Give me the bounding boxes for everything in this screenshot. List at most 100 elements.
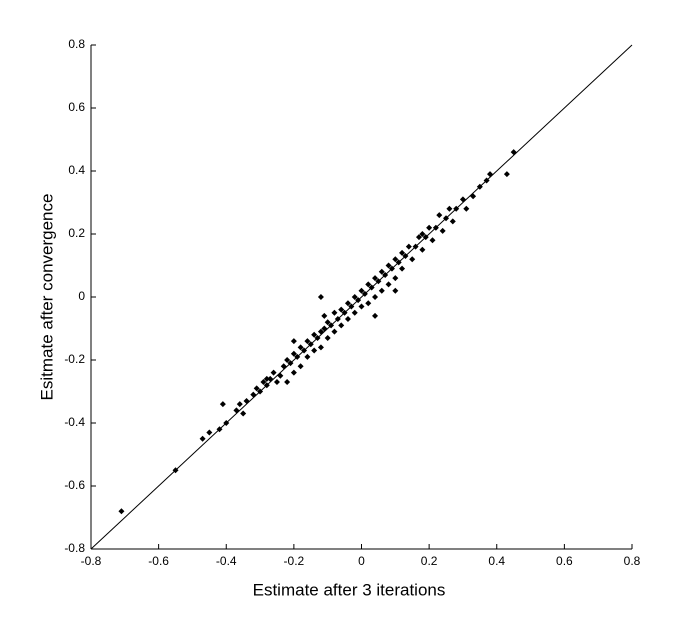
point	[324, 334, 331, 341]
point	[284, 357, 291, 363]
point	[422, 234, 429, 241]
point	[372, 275, 379, 282]
x-tick-label: -0.4	[216, 554, 237, 568]
point	[378, 268, 385, 275]
point	[118, 508, 125, 515]
point	[311, 347, 318, 354]
y-tick-label: -0.6	[64, 478, 85, 492]
point	[290, 350, 297, 357]
point	[334, 316, 341, 323]
point	[338, 322, 345, 329]
point	[344, 316, 351, 323]
point	[378, 287, 385, 294]
point	[290, 369, 297, 376]
point	[277, 372, 284, 379]
point	[365, 300, 372, 307]
point	[443, 215, 450, 222]
point	[503, 171, 510, 178]
point	[483, 177, 490, 184]
point	[324, 319, 331, 326]
x-tick-label: -0.2	[284, 554, 305, 568]
point	[399, 265, 406, 272]
point	[294, 353, 301, 360]
point	[358, 303, 365, 310]
point	[358, 287, 365, 294]
point	[361, 290, 368, 297]
point	[365, 281, 372, 288]
point	[257, 388, 264, 395]
point	[412, 243, 419, 250]
point	[402, 253, 409, 260]
point	[304, 338, 311, 345]
point	[331, 309, 338, 316]
point	[206, 429, 213, 436]
point	[382, 271, 389, 278]
point	[392, 256, 399, 263]
point	[436, 212, 443, 219]
x-tick-label: 0.6	[556, 554, 573, 568]
point	[453, 205, 460, 212]
point	[172, 467, 179, 474]
point	[385, 281, 392, 288]
y-tick-label: -0.2	[64, 352, 85, 366]
point	[341, 309, 348, 316]
point	[429, 237, 436, 244]
point	[321, 312, 328, 319]
reference-line	[90, 44, 633, 550]
point	[510, 149, 517, 156]
point	[273, 379, 280, 386]
point	[470, 193, 477, 200]
point	[392, 287, 399, 294]
x-tick-label: 0.4	[488, 554, 505, 568]
y-tick-label: -0.8	[64, 541, 85, 555]
point	[419, 246, 426, 253]
y-tick-label: 0	[78, 289, 85, 303]
point	[250, 391, 257, 398]
point	[486, 171, 493, 178]
point	[419, 231, 426, 237]
y-tick-label: -0.4	[64, 415, 85, 429]
point	[399, 249, 406, 256]
x-tick-label: -0.8	[81, 554, 102, 568]
point	[253, 385, 260, 392]
point	[233, 407, 240, 414]
y-tick-label: 0.6	[68, 100, 85, 114]
point	[280, 363, 287, 370]
point	[236, 401, 243, 408]
y-tick-label: 0.2	[68, 226, 85, 240]
point	[372, 294, 379, 300]
point	[199, 435, 206, 442]
point	[392, 275, 399, 282]
point	[297, 344, 304, 351]
point	[432, 224, 439, 231]
x-tick-label: -0.6	[148, 554, 169, 568]
point	[476, 183, 483, 190]
point	[415, 234, 422, 241]
point	[219, 401, 226, 408]
point	[405, 243, 412, 250]
point	[351, 309, 358, 316]
point	[263, 382, 270, 389]
point	[439, 227, 446, 234]
point	[351, 294, 358, 300]
y-tick-label: 0.4	[68, 163, 85, 177]
y-axis-title: Esitmate after convergence	[37, 194, 56, 401]
point	[355, 297, 362, 304]
point	[395, 259, 402, 266]
y-tick-label: 0.8	[68, 37, 85, 51]
x-tick-label: 0	[358, 554, 365, 568]
point	[321, 325, 328, 332]
point	[426, 224, 433, 231]
point	[375, 278, 382, 285]
point	[348, 303, 355, 310]
point	[260, 379, 267, 386]
point	[270, 369, 277, 376]
point	[385, 262, 392, 269]
point	[307, 341, 314, 348]
point	[317, 344, 324, 351]
point	[409, 256, 416, 263]
point	[240, 410, 247, 417]
point	[372, 312, 379, 319]
point	[284, 379, 291, 386]
